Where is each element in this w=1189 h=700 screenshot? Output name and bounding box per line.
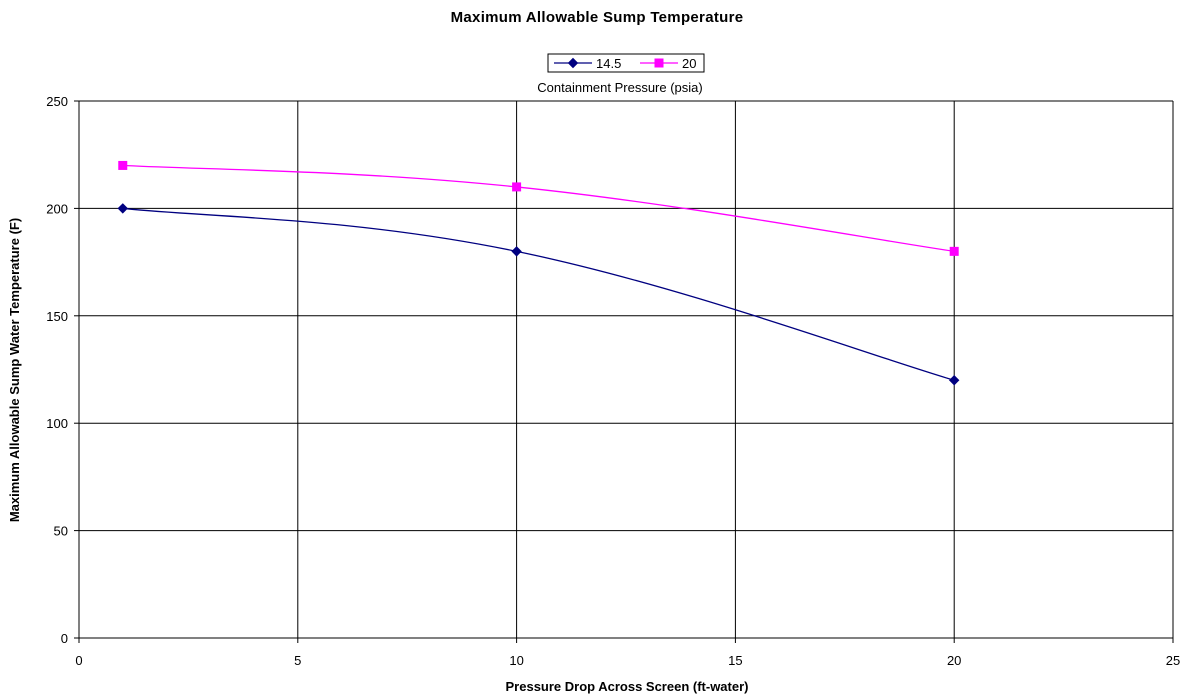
x-tick-labels: 0 5 10 15 20 25 — [75, 653, 1180, 668]
data-point — [512, 182, 522, 192]
series-group — [117, 160, 960, 386]
data-point — [948, 375, 960, 386]
y-tick-label: 50 — [54, 524, 68, 539]
series-14.5 — [117, 203, 960, 386]
x-tick-label: 20 — [947, 653, 961, 668]
legend: 14.5 20 Containment Pressure (psia) — [537, 53, 705, 95]
x-tick-label: 25 — [1166, 653, 1180, 668]
legend-items: 14.5 20 — [554, 56, 696, 71]
series-20 — [118, 160, 959, 256]
legend-swatch-marker — [654, 58, 664, 68]
legend-label: 20 — [682, 56, 696, 71]
y-tick-label: 200 — [46, 201, 68, 216]
data-point — [949, 246, 959, 256]
axes — [74, 100, 1174, 643]
chart-title: Maximum Allowable Sump Temperature — [451, 9, 744, 26]
y-tick-label: 0 — [61, 631, 68, 646]
legend-box — [547, 53, 705, 73]
x-axis-title: Pressure Drop Across Screen (ft-water) — [506, 679, 749, 694]
data-point — [117, 203, 128, 214]
y-tick-label: 150 — [46, 309, 68, 324]
series-line — [122, 207, 955, 381]
legend-label: 14.5 — [596, 56, 621, 71]
y-tick-labels: 0 50 100 150 200 250 — [46, 94, 68, 646]
x-tick-label: 5 — [294, 653, 301, 668]
y-axis-title: Maximum Allowable Sump Water Temperature… — [7, 218, 22, 522]
data-point — [118, 160, 128, 170]
legend-title: Containment Pressure (psia) — [537, 80, 702, 95]
x-tick-label: 15 — [728, 653, 742, 668]
y-tick-label: 100 — [46, 416, 68, 431]
y-tick-label: 250 — [46, 94, 68, 109]
x-tick-label: 0 — [75, 653, 82, 668]
legend-entry: 20 — [640, 56, 696, 71]
x-tick-label: 10 — [509, 653, 523, 668]
gridlines — [79, 100, 1174, 638]
data-point — [511, 246, 522, 257]
legend-swatch-marker — [567, 57, 579, 69]
legend-entry: 14.5 — [554, 56, 621, 71]
